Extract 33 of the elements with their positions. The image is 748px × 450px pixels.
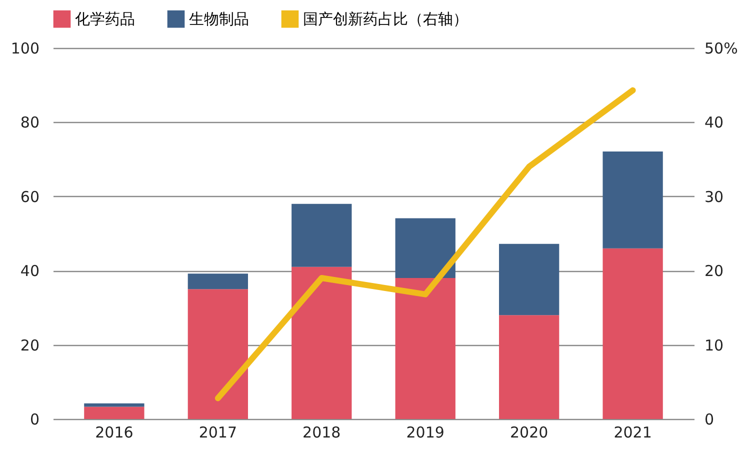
bar xyxy=(84,406,144,419)
bar xyxy=(602,248,663,419)
x-tick-label: 2017 xyxy=(198,424,238,442)
y-tick-label: 0 xyxy=(30,410,40,428)
y-tick-label: 60 xyxy=(20,188,40,206)
x-tick-label: 2020 xyxy=(510,424,548,442)
bar xyxy=(395,278,456,419)
bar xyxy=(292,266,352,419)
y2-tick-label: 30 xyxy=(704,188,724,206)
x-tick-label: 2021 xyxy=(614,424,652,442)
legend-label: 生物制品 xyxy=(189,10,249,28)
y2-tick-label: 50% xyxy=(704,40,738,58)
y2-tick-label: 20 xyxy=(704,262,724,280)
bar xyxy=(84,403,144,407)
bar xyxy=(188,289,248,419)
x-tick-label: 2019 xyxy=(406,424,444,442)
y2-tick-label: 0 xyxy=(704,410,714,428)
y-tick-label: 100 xyxy=(10,40,40,58)
bar xyxy=(602,152,663,248)
bar xyxy=(499,315,560,419)
legend-label: 国产创新药占比（右轴） xyxy=(303,10,468,28)
x-tick-label: 2018 xyxy=(302,424,341,442)
legend-label: 化学药品 xyxy=(75,10,135,28)
y2-tick-label: 40 xyxy=(704,114,724,132)
bar xyxy=(292,204,352,267)
y2-tick-label: 10 xyxy=(704,336,724,354)
bar xyxy=(188,274,248,290)
x-tick-label: 2016 xyxy=(95,424,134,442)
y-tick-label: 20 xyxy=(20,336,40,354)
y-tick-label: 40 xyxy=(20,262,40,280)
bar xyxy=(499,244,560,316)
y-tick-label: 80 xyxy=(20,114,40,132)
bar xyxy=(395,218,456,278)
